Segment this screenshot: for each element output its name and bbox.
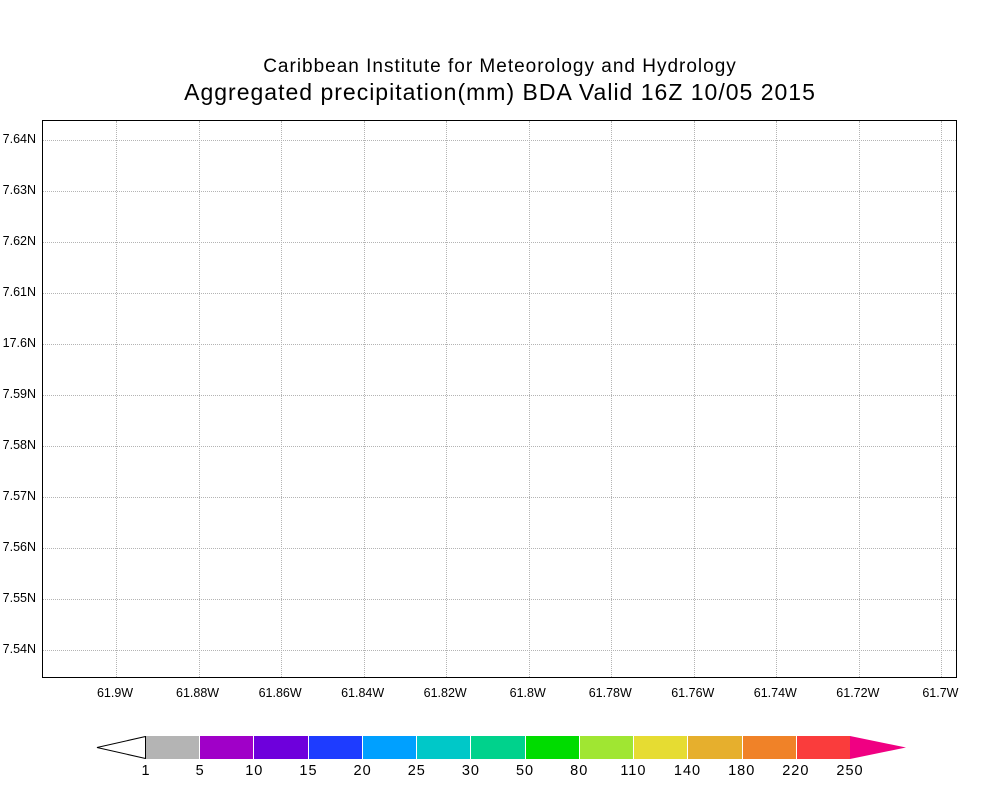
y-tick-label: 7.59N (2, 386, 36, 401)
y-tick-label: 7.61N (2, 284, 36, 299)
h-gridline (43, 496, 956, 498)
colorbar-level-label: 180 (728, 763, 756, 779)
h-gridline (43, 241, 956, 243)
v-gridline (528, 121, 530, 677)
x-tick-label: 61.86W (258, 686, 302, 700)
v-gridline (363, 121, 365, 677)
plot-area (42, 120, 957, 678)
h-gridline (43, 598, 956, 600)
colorbar-level-label: 250 (836, 763, 864, 779)
x-tick-label: 61.78W (588, 686, 632, 700)
y-tick-label: 7.58N (2, 437, 36, 452)
v-gridline (611, 121, 613, 677)
colorbar-level-label: 140 (673, 763, 702, 779)
colorbar-segment (416, 736, 471, 759)
colorbar (96, 736, 907, 759)
colorbar-level-label: 20 (353, 763, 372, 779)
colorbar-level-label: 50 (515, 763, 535, 779)
x-tick-label: 61.82W (423, 686, 467, 700)
y-tick-label: 17.6N (2, 335, 36, 350)
colorbar-segment (199, 736, 254, 759)
x-tick-label: 61.72W (836, 686, 880, 700)
x-axis-labels: 61.9W 61.88W 61.86W 61.84W 61.82W 61.8W 61.78W… (42, 684, 959, 702)
colorbar-level-label: 110 (620, 763, 647, 779)
colorbar-level-label: 10 (245, 763, 264, 779)
left-arrow-shape (96, 736, 146, 759)
v-gridline (693, 121, 695, 677)
v-gridline (446, 121, 448, 677)
v-gridline (281, 121, 283, 677)
colorbar-segment (524, 736, 579, 759)
colorbar-segment (361, 736, 417, 759)
colorbar-level-label: 25 (407, 763, 426, 779)
colorbar-segment (687, 736, 742, 759)
y-tick-label: 7.64N (2, 131, 36, 146)
right-arrow-shape (850, 736, 907, 759)
y-tick-label: 7.63N (2, 182, 36, 197)
colorbar-left-arrow-icon (96, 736, 146, 759)
colorbar-right-arrow-icon (850, 736, 907, 759)
colorbar-segment (307, 736, 362, 759)
v-gridline (198, 121, 200, 677)
colorbar-segment (741, 736, 796, 759)
chart-title: Aggregated precipitation(mm) BDA Valid 1… (184, 79, 816, 105)
colorbar-labels: 1 5 10 15 20 25 30 50 80 110 140 180 220 250 (141, 763, 862, 781)
x-tick-label: 61.7W (922, 686, 959, 700)
y-tick-label: 7.56N (2, 539, 36, 554)
x-tick-label: 61.88W (176, 686, 220, 700)
h-gridline (43, 649, 956, 651)
v-gridline (858, 121, 860, 677)
colorbar-segment (146, 736, 200, 759)
h-gridline (43, 445, 956, 447)
colorbar-segment (633, 736, 688, 759)
colorbar-segment (795, 736, 851, 759)
x-tick-label: 61.9W (96, 686, 134, 700)
colorbar-segment (578, 736, 634, 759)
y-tick-label: 7.55N (2, 590, 36, 605)
colorbar-level-label: 220 (782, 763, 810, 779)
y-tick-label: 7.62N (2, 233, 36, 248)
h-gridline (43, 292, 956, 294)
v-gridline (116, 121, 118, 677)
chart-supertitle: Caribbean Institute for Meteorology and … (263, 56, 737, 77)
h-gridline (43, 343, 956, 345)
h-gridline (43, 547, 956, 549)
v-gridline (776, 121, 778, 677)
colorbar-level-label: 1 (141, 763, 151, 779)
x-tick-label: 61.84W (341, 686, 385, 700)
v-gridline (941, 121, 943, 677)
y-axis-labels: 7.64N 7.63N 7.62N 7.61N 17.6N 7.59N 7.58N 7.57N… (0, 120, 38, 676)
h-gridline (43, 190, 956, 192)
y-tick-label: 7.54N (2, 641, 36, 656)
colorbar-level-label: 30 (461, 763, 480, 779)
x-tick-label: 61.8W (509, 686, 546, 700)
colorbar-segment (470, 736, 525, 759)
y-tick-label: 7.57N (2, 488, 36, 503)
h-gridline (43, 139, 956, 141)
colorbar-level-label: 15 (299, 763, 318, 779)
colorbar-level-label: 5 (195, 763, 205, 779)
colorbar-segment (253, 736, 308, 759)
colorbar-level-label: 80 (570, 763, 589, 779)
x-tick-label: 61.74W (753, 686, 797, 700)
x-tick-label: 61.76W (671, 686, 715, 700)
h-gridline (43, 394, 956, 396)
